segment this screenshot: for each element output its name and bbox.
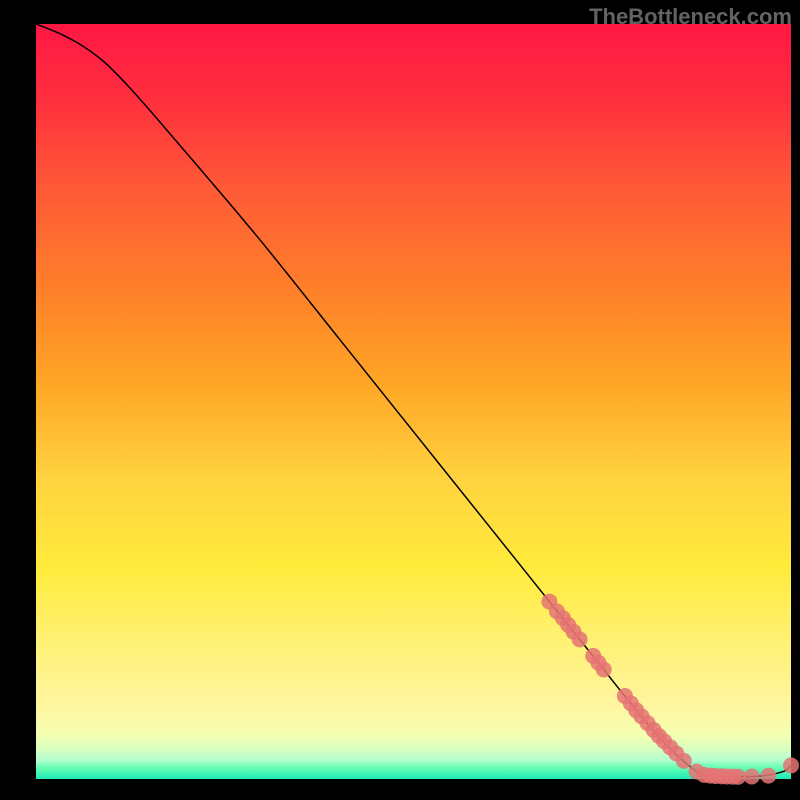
marker-point [596, 662, 612, 678]
marker-point [744, 769, 760, 785]
chart-container: TheBottleneck.com [0, 0, 800, 800]
chart-svg [0, 0, 800, 800]
marker-point [572, 631, 588, 647]
watermark: TheBottleneck.com [589, 4, 792, 30]
marker-point [783, 757, 799, 773]
marker-point [760, 768, 776, 784]
marker-point [676, 753, 692, 769]
plot-background [36, 24, 791, 779]
